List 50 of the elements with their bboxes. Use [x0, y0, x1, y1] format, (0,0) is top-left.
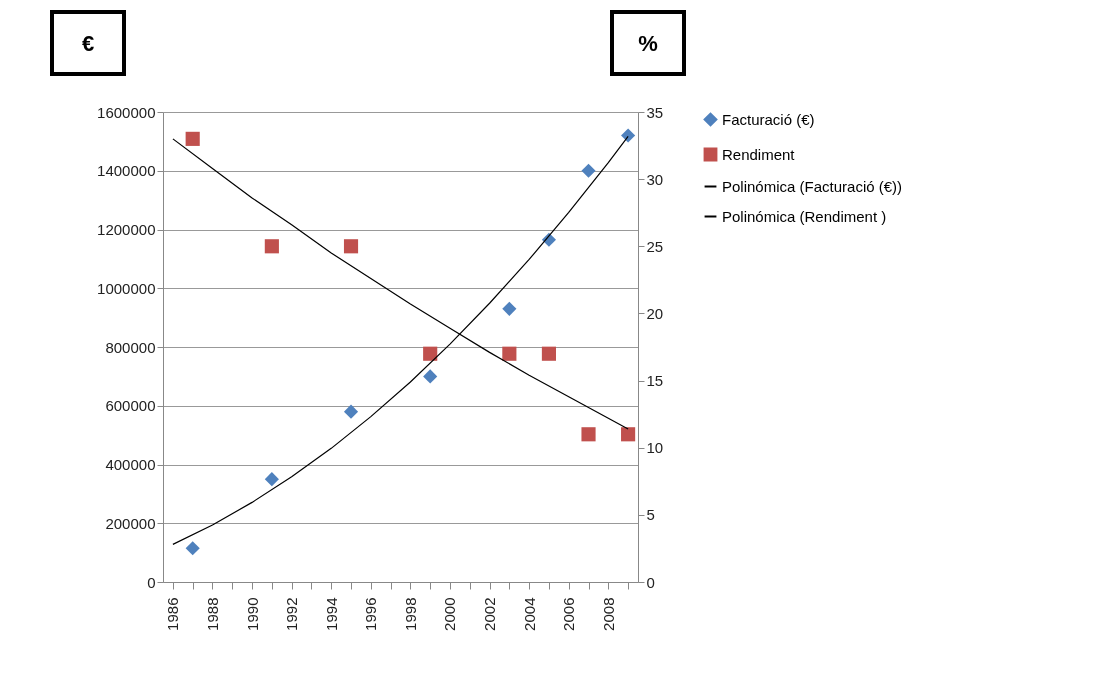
y-tick-label: 1000000 [97, 279, 156, 297]
y2-tick-label: 10 [646, 439, 664, 457]
point [621, 128, 636, 143]
point [423, 369, 438, 384]
point [502, 346, 517, 361]
text: % [638, 31, 658, 56]
x-tick-label: 2000 [441, 597, 459, 631]
legend-label: Polinómica (Rendiment ) [722, 207, 887, 225]
x-tick-label: 1990 [243, 597, 261, 631]
y2-tick-label: 25 [646, 237, 664, 255]
y2-tick-label: 20 [646, 304, 664, 322]
x-tick-label: 2004 [520, 597, 538, 631]
x-tick-label: 1998 [401, 597, 419, 631]
legend-label: Facturació (€) [722, 110, 815, 128]
text: € [81, 31, 95, 56]
point [423, 346, 438, 361]
y-tick-label: 1400000 [97, 162, 156, 180]
point [581, 427, 596, 442]
point [264, 239, 279, 254]
point [264, 472, 279, 487]
x-tick-label: 1996 [362, 597, 380, 631]
y-tick-label: 600000 [105, 397, 156, 415]
y-tick-label: 0 [147, 573, 156, 591]
point [343, 239, 359, 254]
point [185, 541, 200, 556]
legend-label: Polinómica (Facturació (€)) [722, 177, 903, 195]
x-tick-label: 1988 [203, 597, 221, 631]
point [502, 301, 517, 316]
point [581, 163, 596, 178]
y2-tick-label: 5 [646, 506, 655, 524]
point [185, 131, 200, 146]
y-tick-label: 400000 [105, 456, 156, 473]
legend-label: Rendiment [722, 145, 796, 163]
x-tick-label: 1992 [283, 597, 301, 631]
x-tick-label: 2002 [481, 597, 499, 631]
y-tick-label: 800000 [105, 338, 156, 356]
x-tick-label: 1986 [164, 597, 182, 631]
point [343, 404, 359, 419]
point [621, 427, 636, 442]
y2-tick-label: 30 [646, 170, 664, 188]
y-tick-label: 200000 [105, 514, 156, 532]
y2-tick-label: 35 [646, 103, 664, 121]
y2-tick-label: 15 [646, 372, 664, 390]
y2-tick-label: 0 [646, 573, 655, 591]
y-tick-label: 1600000 [97, 103, 156, 121]
point [541, 346, 557, 361]
x-tick-label: 1994 [322, 597, 340, 631]
x-tick-label: 2008 [599, 597, 617, 631]
x-tick-label: 2006 [560, 597, 578, 631]
y-tick-label: 1200000 [97, 221, 156, 238]
